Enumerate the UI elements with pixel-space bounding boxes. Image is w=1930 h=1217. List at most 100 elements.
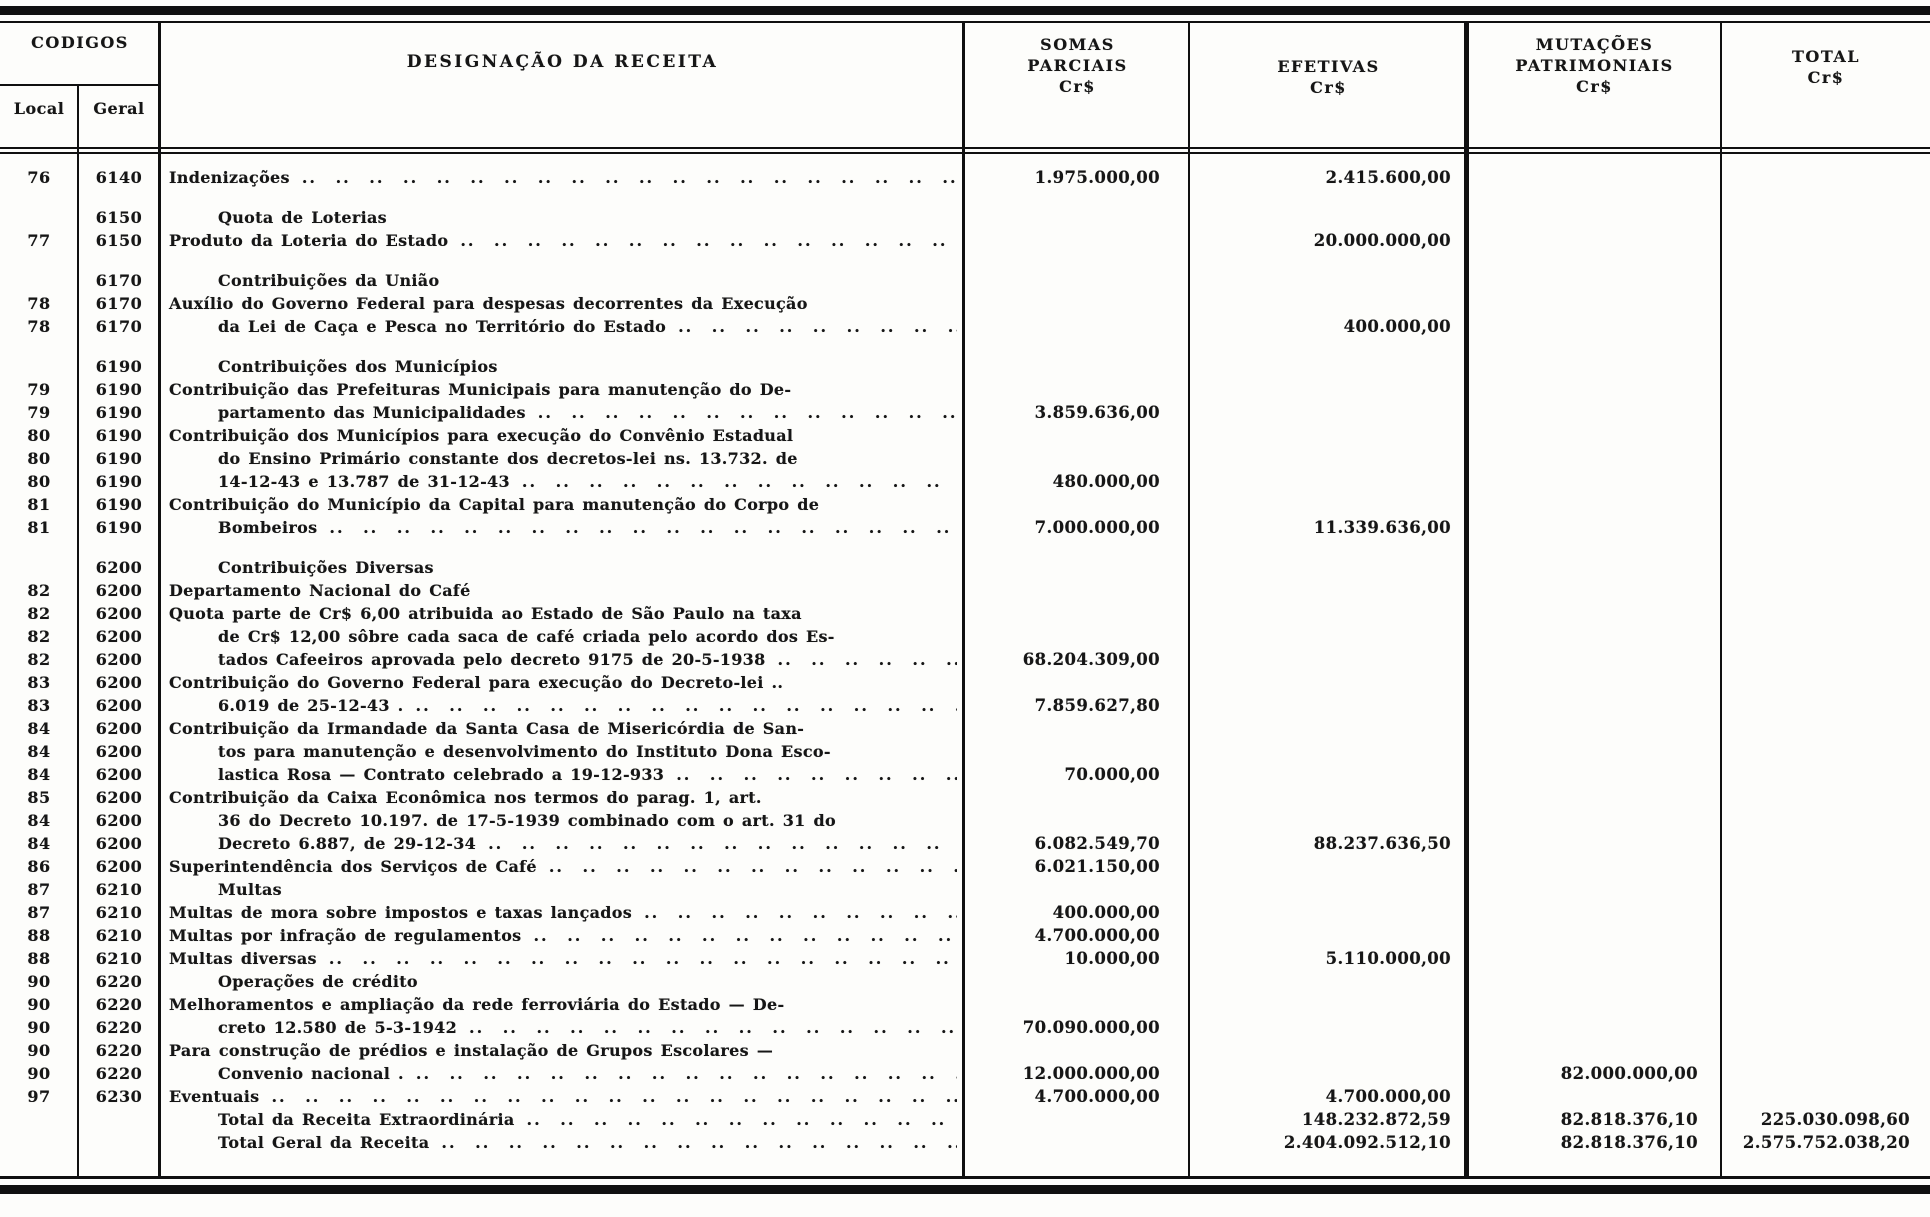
table-row: 90 6220 Operações de crédito <box>0 970 1930 993</box>
dot-leader: .. .. .. .. .. .. .. .. .. .. .. .. .. .… <box>548 857 957 876</box>
receita-designation: Bombeiros .. .. .. .. .. .. .. .. .. .. … <box>160 516 965 539</box>
divider-efetivas-mutacoes <box>1464 22 1469 1176</box>
table-row: 78 6170 da Lei de Caça e Pesca no Territór… <box>0 315 1930 338</box>
table-row: 90 6220 Para construção de prédios e insta… <box>0 1039 1930 1062</box>
top-border-thin <box>0 21 1930 23</box>
divider-mutacoes-total <box>1720 22 1722 1176</box>
receita-text: Melhoramentos e ampliação da rede ferrov… <box>169 995 785 1014</box>
table-row: 80 6190 14-12-43 e 13.787 de 31-12-43 .. .… <box>0 470 1930 493</box>
somas-parciais-value: 7.000.000,00 <box>1034 518 1160 537</box>
receita-designation: Multas <box>160 878 965 901</box>
table-row: 82 6200 Quota parte de Cr$ 6,00 atribuida … <box>0 602 1930 625</box>
receita-text: Contribuição da Caixa Econômica nos term… <box>169 788 762 807</box>
receita-text: de Cr$ 12,00 sôbre cada saca de café cri… <box>218 627 835 646</box>
table-row: 81 6190 Contribuição do Município da Capit… <box>0 493 1930 516</box>
receita-designation: lastica Rosa — Contrato celebrado a 19-1… <box>160 763 965 786</box>
total-column-header: TOTAL Cr$ <box>1791 47 1861 87</box>
local-code: 80 <box>27 472 51 491</box>
somas-parciais-value: 70.090.000,00 <box>1022 1018 1160 1037</box>
receita-designation: Multas diversas .. .. .. .. .. .. .. .. … <box>160 947 965 970</box>
receita-text: Contribuições dos Municípios <box>218 357 498 376</box>
receita-designation: tos para manutenção e desenvolvimento do… <box>160 740 965 763</box>
receita-text: Contribuição da Irmandade da Santa Casa … <box>169 719 805 738</box>
receita-text: Multas por infração de regulamentos <box>169 926 522 945</box>
dot-leader: .. .. .. .. .. .. .. .. .. .. .. .. .. .… <box>521 472 957 491</box>
receita-designation: Departamento Nacional do Café <box>160 579 965 602</box>
efetivas-column-header: EFETIVAS Cr$ <box>1277 57 1380 97</box>
mutacoes-patrimoniais-column-header: MUTAÇÕES PATRIMONIAIS Cr$ <box>1515 35 1674 96</box>
table-row: 82 6200 de Cr$ 12,00 sôbre cada saca de ca… <box>0 625 1930 648</box>
geral-code: 6200 <box>95 558 143 577</box>
efetivas-value: 5.110.000,00 <box>1325 949 1451 968</box>
geral-code: 6200 <box>95 742 143 761</box>
table-row: 6190 Contribuições dos Municípios <box>0 355 1930 378</box>
local-code: 82 <box>27 581 51 600</box>
table-row: 80 6190 do Ensino Primário constante dos d… <box>0 447 1930 470</box>
efetivas-value: 148.232.872,59 <box>1301 1110 1451 1129</box>
receita-text: Convenio nacional . <box>218 1064 404 1083</box>
table-row: 81 6190 Bombeiros .. .. .. .. .. .. .. .. … <box>0 516 1930 539</box>
bottom-border-thin <box>0 1176 1930 1179</box>
geral-code: 6190 <box>95 426 143 445</box>
geral-code: 6200 <box>95 834 143 853</box>
mutacoes-value: 82.818.376,10 <box>1560 1133 1698 1152</box>
geral-code: 6220 <box>95 1064 143 1083</box>
receita-designation: Superintendência dos Serviços de Café ..… <box>160 855 965 878</box>
receita-designation: creto 12.580 de 5-3-1942 .. .. .. .. .. … <box>160 1016 965 1039</box>
local-code: 82 <box>27 604 51 623</box>
mutacoes-value: 82.818.376,10 <box>1560 1110 1698 1129</box>
local-code: 97 <box>27 1087 51 1106</box>
receita-designation: Auxílio do Governo Federal para despesas… <box>160 292 965 315</box>
table-row: 84 6200 Contribuição da Irmandade da Santa… <box>0 717 1930 740</box>
local-code: 84 <box>27 834 51 853</box>
dot-leader: .. .. .. .. .. .. .. .. .. .. .. .. .. .… <box>415 1064 957 1083</box>
table-row: 83 6200 Contribuição do Governo Federal pa… <box>0 671 1930 694</box>
spacer-row <box>0 539 1930 556</box>
dot-leader: .. .. .. .. .. .. .. .. .. .. .. .. .. .… <box>537 403 957 422</box>
codigos-underline <box>0 84 160 86</box>
geral-code: 6170 <box>95 317 143 336</box>
receita-designation: Para construção de prédios e instalação … <box>160 1039 965 1062</box>
table-row: 78 6170 Auxílio do Governo Federal para de… <box>0 292 1930 315</box>
somas-parciais-value: 7.859.627,80 <box>1034 696 1160 715</box>
local-code: 81 <box>27 495 51 514</box>
table-row: 84 6200 Decreto 6.887, de 29-12-34 .. .. .… <box>0 832 1930 855</box>
local-code: 84 <box>27 742 51 761</box>
header-separator-line-1 <box>0 147 1930 149</box>
somas-parciais-value: 4.700.000,00 <box>1034 1087 1160 1106</box>
receita-text: Bombeiros <box>218 518 318 537</box>
receita-text: 36 do Decreto 10.197. de 17-5-1939 combi… <box>218 811 836 830</box>
geral-code: 6210 <box>95 949 143 968</box>
receita-designation: Eventuais .. .. .. .. .. .. .. .. .. .. … <box>160 1085 965 1108</box>
geral-code: 6200 <box>95 581 143 600</box>
local-code: 84 <box>27 765 51 784</box>
table-row: 90 6220 Melhoramentos e ampliação da rede … <box>0 993 1930 1016</box>
receita-designation: Melhoramentos e ampliação da rede ferrov… <box>160 993 965 1016</box>
receita-designation: tados Cafeeiros aprovada pelo decreto 91… <box>160 648 965 671</box>
local-code: 81 <box>27 518 51 537</box>
table-row: 82 6200 Departamento Nacional do Café <box>0 579 1930 602</box>
geral-code: 6190 <box>95 357 143 376</box>
dot-leader: .. .. .. .. .. .. .. .. .. .. .. .. .. .… <box>415 696 957 715</box>
geral-code: 6200 <box>95 696 143 715</box>
receita-designation: Produto da Loteria do Estado .. .. .. ..… <box>160 229 965 252</box>
receita-designation: Multas por infração de regulamentos .. .… <box>160 924 965 947</box>
efetivas-value: 11.339.636,00 <box>1313 518 1451 537</box>
table-row: 6170 Contribuições da União <box>0 269 1930 292</box>
local-code: 77 <box>27 231 51 250</box>
receita-text: Multas de mora sobre impostos e taxas la… <box>169 903 633 922</box>
divider-designacao-somas <box>962 22 965 1176</box>
divider-somas-efetivas <box>1188 22 1190 1176</box>
local-code: 76 <box>27 168 51 187</box>
table-row: 79 6190 partamento das Municipalidades .. … <box>0 401 1930 424</box>
receita-text: creto 12.580 de 5-3-1942 <box>218 1018 458 1037</box>
local-code: 84 <box>27 811 51 830</box>
local-code: 86 <box>27 857 51 876</box>
designacao-column-header: DESIGNAÇÃO DA RECEITA <box>406 52 719 72</box>
receita-text: Contribuições Diversas <box>218 558 434 577</box>
local-code: 90 <box>27 972 51 991</box>
receita-text: Multas <box>218 880 282 899</box>
dot-leader: .. .. .. .. .. .. .. .. .. .. .. .. .. .… <box>777 650 957 669</box>
receita-text: tos para manutenção e desenvolvimento do… <box>218 742 831 761</box>
geral-code: 6220 <box>95 1018 143 1037</box>
